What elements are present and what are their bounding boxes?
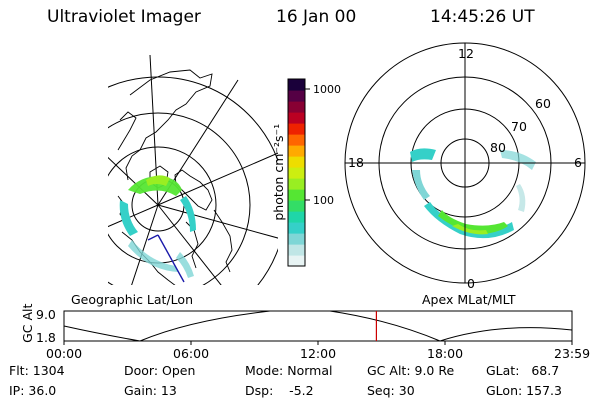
colorbar-swatch — [288, 244, 305, 256]
colorbar-tick-1000: 1000 — [313, 83, 341, 96]
auroral-oval-right — [410, 148, 536, 239]
colorbar-swatch — [288, 134, 305, 146]
colorbar-swatch — [288, 101, 305, 113]
colorbar-swatch — [288, 255, 305, 267]
mlt-lines — [345, 43, 585, 283]
timeline-ticks — [63, 341, 573, 345]
meridian-line — [157, 204, 278, 239]
time-label: 14:45:26 UT — [430, 7, 535, 27]
colorbar-swatch — [288, 123, 305, 135]
timeline-frame — [63, 310, 573, 342]
satellite-track — [157, 234, 185, 283]
instrument-title: Ultraviolet Imager — [47, 7, 201, 27]
timeline-ymin: 1.8 — [36, 330, 56, 345]
timeline-tick-label: 00:00 — [46, 346, 83, 361]
flight-number: Flt: 1304 — [9, 363, 65, 378]
coastline — [125, 69, 213, 181]
colorbar-swatch — [288, 222, 305, 234]
colorbar-swatch — [288, 211, 305, 223]
sequence-number: Seq: 30 — [367, 383, 415, 398]
colorbar-swatch — [288, 167, 305, 179]
coastline — [117, 111, 137, 151]
lat-label-60: 60 — [535, 96, 551, 111]
date-label: 16 Jan 00 — [276, 7, 357, 27]
colorbar-swatch — [288, 112, 305, 124]
mlt-label-dusk: 18 — [348, 155, 364, 170]
colorbar-swatch — [288, 90, 305, 102]
colorbar-swatch — [288, 200, 305, 212]
timeline-tick-label: 23:59 — [554, 346, 591, 361]
colorbar-swatch — [288, 178, 305, 190]
mlt-label-noon: 12 — [458, 46, 474, 61]
lat-label-80: 80 — [490, 140, 506, 155]
satellite-track — [147, 234, 159, 241]
colorbar-swatch — [288, 189, 305, 201]
colorbar-swatch — [288, 233, 305, 245]
timeline-ylabel: GC Alt — [19, 303, 35, 343]
colorbar-swatch — [288, 79, 305, 91]
apex-caption: Apex MLat/MLT — [422, 292, 516, 307]
timeline-ymax: 9.0 — [36, 307, 56, 322]
dsp-value: Dsp: -5.2 — [245, 383, 314, 398]
timeline-tick-label: 06:00 — [173, 346, 210, 361]
meridian-line — [131, 204, 159, 285]
timeline-tick-label: 18:00 — [427, 346, 464, 361]
meridian-line — [108, 156, 159, 206]
colorbar-swatch — [288, 145, 305, 157]
lat-circle — [108, 112, 251, 285]
gc-altitude: GC Alt: 9.0 Re — [367, 363, 455, 378]
geo-longitude: GLon: 157.3 — [486, 383, 562, 398]
colorbar-tick-100: 100 — [313, 194, 334, 207]
geo-latitude: GLat: 68.7 — [486, 363, 560, 378]
ip-value: IP: 36.0 — [9, 383, 57, 398]
mode-status: Mode: Normal — [245, 363, 333, 378]
colorbar-label: photon cm⁻²s⁻¹ — [270, 123, 286, 221]
meridian-line — [157, 204, 222, 285]
mlt-label-midnight: 0 — [467, 276, 475, 291]
coastline — [213, 209, 233, 273]
altitude-curve — [63, 310, 573, 342]
mlt-label-dawn: 6 — [574, 155, 582, 170]
auroral-oval-left — [119, 175, 196, 278]
meridian-line — [157, 152, 278, 206]
colorbar — [288, 79, 305, 267]
lat-label-70: 70 — [511, 119, 527, 134]
timeline-tick-label: 12:00 — [300, 346, 337, 361]
geographic-caption: Geographic Lat/Lon — [71, 292, 193, 307]
door-status: Door: Open — [124, 363, 196, 378]
gain-value: Gain: 13 — [124, 383, 177, 398]
colorbar-swatch — [288, 156, 305, 168]
